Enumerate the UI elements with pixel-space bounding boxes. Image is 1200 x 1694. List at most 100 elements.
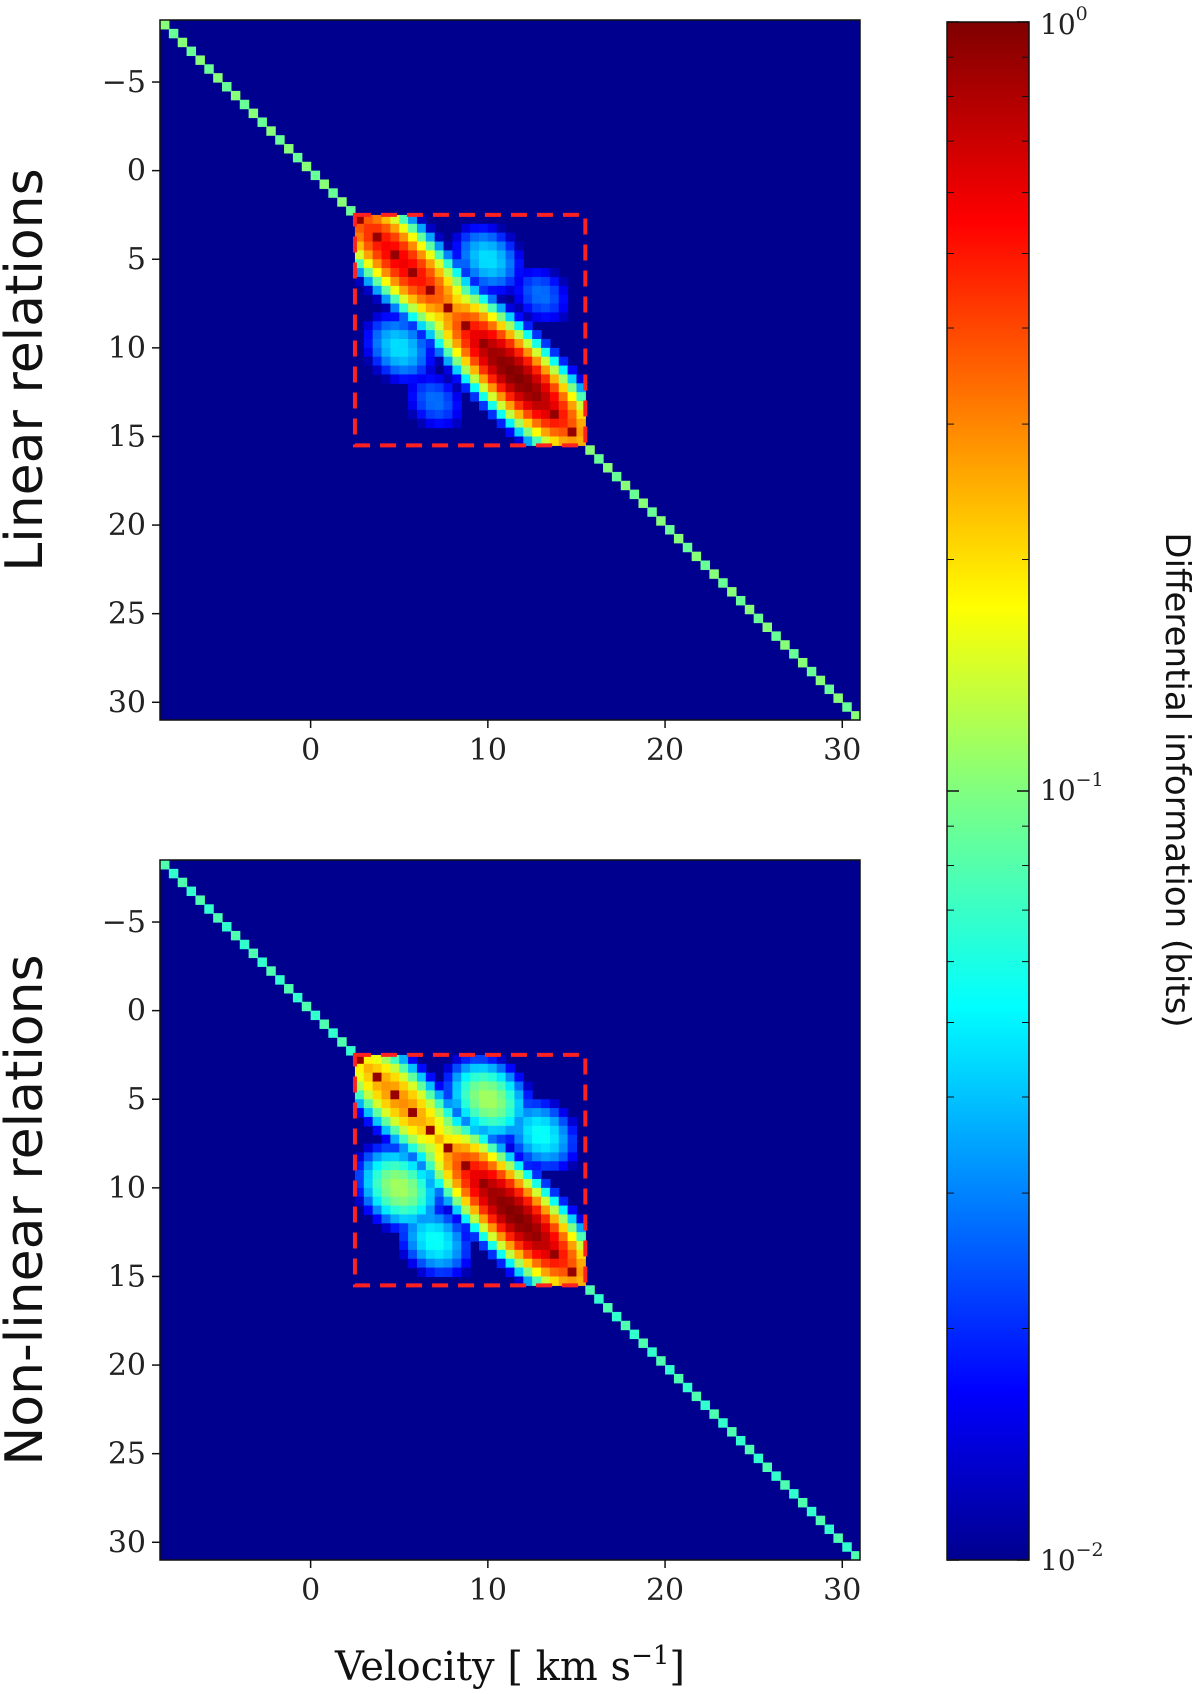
heatmap-cell xyxy=(532,312,542,322)
heatmap-cell xyxy=(541,356,551,367)
heatmap-cell xyxy=(461,259,471,269)
heatmap-cell xyxy=(532,1205,542,1216)
heatmap-cell xyxy=(346,1046,356,1056)
heatmap-cell xyxy=(478,1161,489,1171)
heatmap-cell xyxy=(532,1223,542,1233)
heatmap-cell xyxy=(487,1054,498,1065)
heatmap-cell xyxy=(372,1196,383,1207)
heatmap-cell xyxy=(549,276,560,287)
heatmap-cell xyxy=(514,1205,524,1216)
heatmap-cell xyxy=(452,1267,462,1278)
heatmap-cell xyxy=(505,1161,516,1171)
heatmap-cell xyxy=(177,877,188,888)
heatmap-cell xyxy=(470,1187,480,1198)
heatmap-cell xyxy=(549,409,560,420)
heatmap-cell xyxy=(656,1356,666,1366)
heatmap-cell xyxy=(576,383,586,393)
heatmap-cell xyxy=(558,1232,569,1242)
heatmap-cell xyxy=(709,1409,719,1419)
heatmap-cell xyxy=(363,321,374,331)
heatmap-cell xyxy=(514,1143,524,1153)
heatmap-cell xyxy=(408,214,418,225)
heatmap-cell xyxy=(514,418,524,429)
heatmap-cell xyxy=(390,338,400,349)
heatmap-cell xyxy=(487,1152,498,1162)
heatmap-cell xyxy=(505,1152,516,1162)
heatmap-cell xyxy=(416,338,427,349)
heatmap-cell xyxy=(549,1134,560,1145)
heatmap-cell xyxy=(381,1072,391,1083)
heatmap-cell xyxy=(452,294,462,305)
heatmap-cell xyxy=(354,1187,365,1198)
heatmap-cell xyxy=(443,321,453,331)
heatmap-cell xyxy=(514,1187,524,1198)
heatmap-cell xyxy=(567,436,578,446)
heatmap-cell xyxy=(514,347,524,358)
heatmap-cell xyxy=(523,1232,533,1242)
heatmap-cell xyxy=(514,1178,524,1189)
heatmap-cell xyxy=(408,1116,418,1127)
heatmap-cell xyxy=(399,1249,409,1260)
heatmap-cell xyxy=(390,1161,400,1171)
heatmap-cell xyxy=(496,321,507,331)
heatmap-cell xyxy=(647,1347,657,1357)
heatmap-cell xyxy=(487,241,498,251)
heatmap-cell xyxy=(478,1214,489,1224)
heatmap-cell xyxy=(603,463,613,473)
heatmap-cell xyxy=(478,1108,489,1118)
heatmap-cell xyxy=(416,1134,427,1145)
heatmap-cell xyxy=(354,276,365,287)
heatmap-cell xyxy=(558,1125,569,1136)
heatmap-cell xyxy=(408,268,418,278)
heatmap-cell xyxy=(363,1099,374,1109)
heatmap-cell xyxy=(399,1187,409,1198)
heatmap-cell xyxy=(470,347,480,358)
heatmap-cell xyxy=(452,1241,462,1251)
heatmap-cell xyxy=(567,418,578,429)
heatmap-nonlinear-panel: 0 10 20 30 −5 0 5 10 15 20 25 30 Non-linear relatio… xyxy=(0,859,861,1608)
heatmap-cell xyxy=(408,1170,418,1180)
heatmap-cell xyxy=(718,1418,728,1428)
heatmap-cell xyxy=(532,1214,542,1224)
heatmap-cell xyxy=(576,401,586,411)
x-axis-label-bracket: ] xyxy=(669,1644,685,1690)
heatmap-cell xyxy=(434,276,445,287)
heatmap-cell xyxy=(381,356,391,367)
heatmap-cell xyxy=(541,1143,551,1153)
heatmap-cell xyxy=(505,1267,516,1278)
colorbar-label: Differential information (bits) xyxy=(1157,532,1197,1027)
heatmap-cell xyxy=(461,347,471,358)
heatmap-cell xyxy=(434,374,445,384)
heatmap-cell xyxy=(452,321,462,331)
heatmap-cell xyxy=(452,241,462,251)
y-tick-label: 5 xyxy=(127,242,146,277)
heatmap-cell xyxy=(470,1161,480,1171)
heatmap-cell xyxy=(399,312,409,322)
heatmap-cell xyxy=(478,1152,489,1162)
heatmap-cell xyxy=(372,1072,383,1083)
y-tick-label: 5 xyxy=(127,1082,146,1117)
heatmap-cell xyxy=(532,365,542,376)
heatmap-cell xyxy=(443,268,453,278)
heatmap-cell xyxy=(478,1134,489,1145)
heatmap-cell xyxy=(408,294,418,305)
heatmap-cell xyxy=(532,1249,542,1260)
heatmap-cell xyxy=(434,1205,445,1216)
heatmap-cell xyxy=(416,214,427,225)
heatmap-cell xyxy=(549,436,560,446)
heatmap-cell xyxy=(514,1152,524,1162)
heatmap-cell xyxy=(160,860,170,870)
heatmap-cell xyxy=(434,1170,445,1180)
heatmap-cell xyxy=(213,913,223,923)
heatmap-cell xyxy=(558,401,569,411)
heatmap-cell xyxy=(514,1072,524,1083)
heatmap-cell xyxy=(416,1090,427,1100)
heatmap-cell xyxy=(452,1108,462,1118)
heatmap-cell xyxy=(381,365,391,376)
heatmap-cell xyxy=(514,1161,524,1171)
heatmap-cell xyxy=(434,1267,445,1278)
heatmap-cell xyxy=(523,338,533,349)
heatmap-cell xyxy=(363,232,374,243)
heatmap-cell xyxy=(514,427,524,438)
